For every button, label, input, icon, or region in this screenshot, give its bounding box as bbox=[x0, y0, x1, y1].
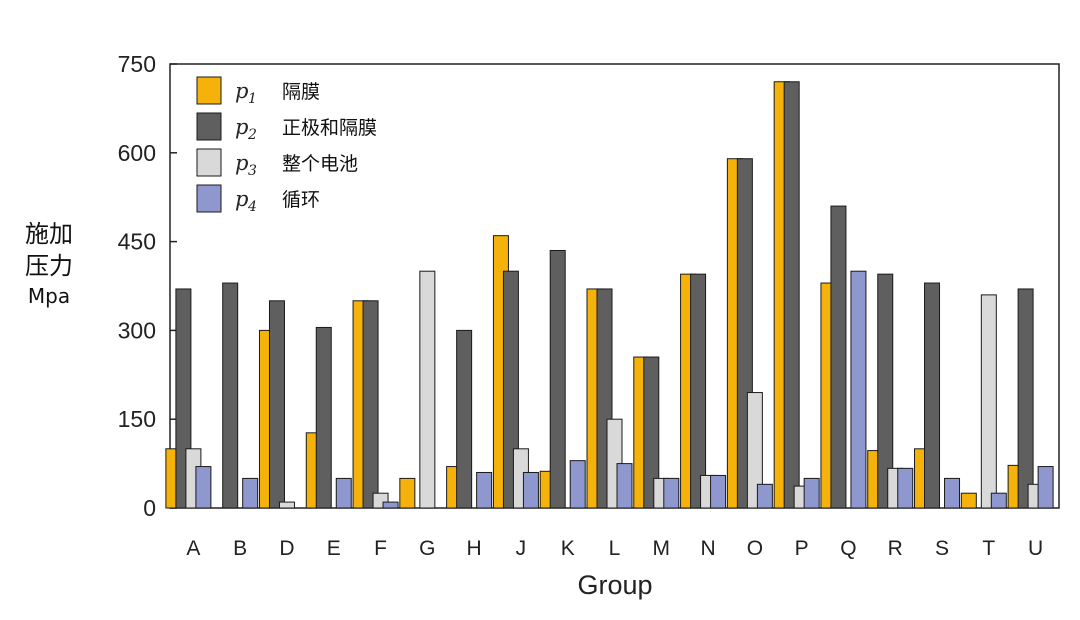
legend-subscript: 1 bbox=[248, 91, 257, 107]
bar-B-p2 bbox=[222, 282, 239, 509]
x-axis-label: Group bbox=[577, 570, 653, 600]
bar-K-p4 bbox=[569, 460, 586, 509]
bar-O-p3 bbox=[746, 392, 763, 509]
x-tick-label: M bbox=[653, 537, 671, 560]
bar-M-p2 bbox=[643, 356, 660, 509]
x-tick-label: A bbox=[186, 537, 200, 560]
bar-B-p4 bbox=[242, 477, 259, 509]
x-tick-label: O bbox=[747, 537, 763, 560]
legend-subscript: 2 bbox=[247, 127, 257, 143]
legend-label: 整个电池 bbox=[282, 153, 358, 175]
bar-P-p2 bbox=[783, 81, 800, 509]
y-tick-label: 150 bbox=[118, 406, 156, 432]
x-tick-label: B bbox=[233, 537, 247, 560]
bar-H-p4 bbox=[476, 471, 493, 509]
bar-U-p2 bbox=[1017, 288, 1034, 509]
bar-S-p4 bbox=[944, 477, 961, 509]
legend-swatch-p2 bbox=[196, 112, 222, 141]
x-tick-label: U bbox=[1028, 537, 1043, 560]
legend-symbol: p bbox=[235, 151, 248, 175]
y-tick-label: 450 bbox=[118, 229, 156, 255]
x-tick-label: L bbox=[609, 537, 621, 560]
y-axis-label: 施加 压力 Mpa bbox=[18, 218, 80, 310]
x-tick-label: K bbox=[561, 537, 575, 560]
legend-swatch-p4 bbox=[196, 184, 222, 213]
bar-T-p3 bbox=[980, 294, 997, 509]
y-tick-label: 750 bbox=[118, 51, 156, 77]
x-tick-label: S bbox=[935, 537, 949, 560]
bar-E-p2 bbox=[315, 326, 332, 509]
y-axis-label-line-1: 施加 bbox=[25, 220, 73, 248]
legend-label: 正极和隔膜 bbox=[282, 117, 377, 139]
bar-K-p2 bbox=[549, 249, 566, 509]
y-tick-label: 0 bbox=[143, 495, 156, 521]
bar-M-p4 bbox=[663, 477, 680, 509]
y-axis-unit: Mpa bbox=[27, 284, 71, 308]
bar-R-p4 bbox=[897, 467, 914, 509]
legend-label: 隔膜 bbox=[282, 81, 320, 103]
legend-label: 循环 bbox=[282, 189, 320, 211]
x-tick-label: D bbox=[279, 537, 294, 560]
bar-U-p4 bbox=[1037, 466, 1054, 509]
x-tick-label: J bbox=[516, 537, 527, 560]
legend-swatch-p3 bbox=[196, 148, 222, 177]
bar-S-p2 bbox=[924, 282, 941, 509]
legend-subscript: 3 bbox=[248, 163, 257, 179]
bar-Q-p4 bbox=[850, 270, 867, 509]
bar-P-p4 bbox=[803, 477, 820, 509]
bar-G-p3 bbox=[419, 270, 436, 509]
x-tick-label: G bbox=[419, 537, 435, 560]
bar-Q-p2 bbox=[830, 205, 847, 509]
bar-R-p2 bbox=[877, 273, 894, 509]
bar-A-p4 bbox=[195, 466, 212, 509]
bar-D-p2 bbox=[268, 300, 285, 509]
x-tick-label: T bbox=[982, 537, 995, 560]
bar-D-p3 bbox=[278, 501, 295, 509]
legend-symbol: p bbox=[235, 79, 248, 103]
bars bbox=[165, 81, 1054, 509]
y-axis-label-line-2: 压力 bbox=[25, 252, 73, 280]
bar-F-p4 bbox=[382, 501, 399, 509]
y-tick-label: 600 bbox=[118, 140, 156, 166]
y-tick-label: 300 bbox=[118, 317, 156, 343]
legend-symbol: p bbox=[235, 115, 248, 139]
bar-O-p4 bbox=[756, 483, 773, 509]
x-tick-label: R bbox=[888, 537, 903, 560]
x-tick-label: N bbox=[700, 537, 715, 560]
y-axis: 0 150 300 450 600 750 bbox=[118, 51, 177, 521]
bar-T-p4 bbox=[990, 492, 1007, 509]
x-tick-label: E bbox=[327, 537, 341, 560]
legend-subscript: 4 bbox=[247, 199, 257, 215]
bar-H-p2 bbox=[456, 329, 473, 509]
bar-T-p1 bbox=[960, 492, 977, 509]
bar-N-p4 bbox=[710, 474, 727, 509]
bar-L-p4 bbox=[616, 463, 633, 509]
bar-F-p2 bbox=[362, 300, 379, 509]
legend-symbol: p bbox=[235, 187, 248, 211]
x-tick-label: P bbox=[795, 537, 809, 560]
bar-J-p4 bbox=[522, 471, 539, 509]
bar-E-p4 bbox=[335, 477, 352, 509]
x-tick-label: Q bbox=[840, 537, 856, 560]
x-tick-label: F bbox=[374, 537, 387, 560]
x-tick-label: H bbox=[467, 537, 482, 560]
bar-N-p2 bbox=[690, 273, 707, 509]
bar-G-p1 bbox=[399, 477, 416, 509]
legend-swatch-p1 bbox=[196, 76, 222, 105]
